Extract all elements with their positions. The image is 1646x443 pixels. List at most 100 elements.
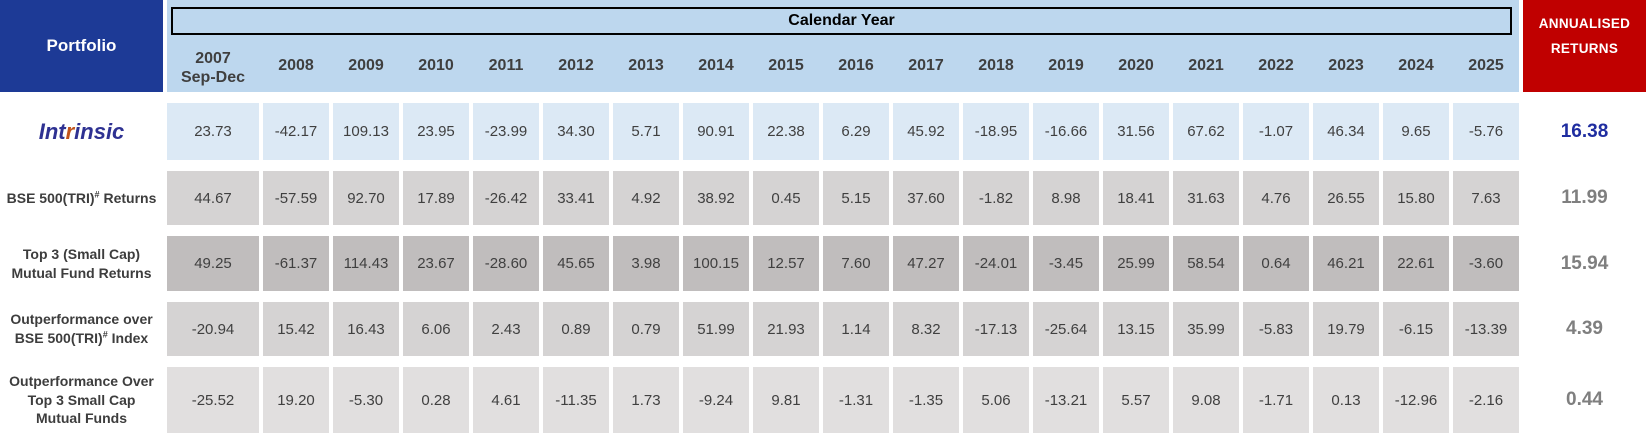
cell-outperformance-bse500-2023: 19.79 (1313, 302, 1379, 356)
cell-intrinsic-2020: 31.56 (1103, 103, 1169, 160)
cell-top3-smallcap-returns-2009: 114.43 (333, 236, 399, 291)
cell-outperformance-bse500-2013: 0.79 (613, 302, 679, 356)
cell-outperformance-top3-2011: 4.61 (473, 367, 539, 433)
cell-outperformance-top3-2008: 19.20 (263, 367, 329, 433)
cell-intrinsic-2013: 5.71 (613, 103, 679, 160)
logo-accent-letter: r (65, 118, 75, 144)
cell-intrinsic-2012: 34.30 (543, 103, 609, 160)
cell-bse500-returns-2022: 4.76 (1243, 171, 1309, 225)
cell-top3-smallcap-returns-2013: 3.98 (613, 236, 679, 291)
cell-intrinsic-2010: 23.95 (403, 103, 469, 160)
cell-intrinsic-2011: -23.99 (473, 103, 539, 160)
cell-bse500-returns-2008: -57.59 (263, 171, 329, 225)
cell-intrinsic-2021: 67.62 (1173, 103, 1239, 160)
cell-intrinsic-2014: 90.91 (683, 103, 749, 160)
cell-outperformance-bse500-2019: -25.64 (1033, 302, 1099, 356)
row-label-bse500-returns: BSE 500(TRI)# Returns (6, 188, 157, 206)
cell-intrinsic-2025: -5.76 (1453, 103, 1519, 160)
annualised-value-outperformance-top3: 0.44 (1523, 367, 1646, 433)
cell-outperformance-top3-2014: -9.24 (683, 367, 749, 433)
year-header-2022: 2022 (1258, 56, 1294, 74)
year-header-2015: 2015 (768, 56, 804, 74)
cell-outperformance-top3-2016: -1.31 (823, 367, 889, 433)
annualised-header-line1: ANNUALISED (1538, 16, 1631, 31)
annualised-header-line2: RETURNS (1550, 41, 1619, 56)
cell-outperformance-bse500-2020: 13.15 (1103, 302, 1169, 356)
year-header-2012: 2012 (558, 56, 594, 74)
cell-outperformance-top3-2024: -12.96 (1383, 367, 1449, 433)
cell-top3-smallcap-returns-2024: 22.61 (1383, 236, 1449, 291)
cell-bse500-returns-2007: 44.67 (167, 171, 259, 225)
cell-top3-smallcap-returns-2017: 47.27 (893, 236, 959, 291)
row-label-outperformance-bse500: Outperformance over BSE 500(TRI)# Index (10, 311, 153, 346)
cell-outperformance-bse500-2008: 15.42 (263, 302, 329, 356)
cell-outperformance-top3-2021: 9.08 (1173, 367, 1239, 433)
cell-bse500-returns-2021: 31.63 (1173, 171, 1239, 225)
cell-intrinsic-2009: 109.13 (333, 103, 399, 160)
cell-outperformance-bse500-2016: 1.14 (823, 302, 889, 356)
cell-top3-smallcap-returns-2015: 12.57 (753, 236, 819, 291)
portfolio-header: Portfolio (0, 0, 163, 92)
annualised-value-bse500-returns: 11.99 (1523, 171, 1646, 225)
cell-bse500-returns-2024: 15.80 (1383, 171, 1449, 225)
cell-intrinsic-2023: 46.34 (1313, 103, 1379, 160)
cell-bse500-returns-2013: 4.92 (613, 171, 679, 225)
cell-outperformance-top3-2019: -13.21 (1033, 367, 1099, 433)
cell-outperformance-bse500-2024: -6.15 (1383, 302, 1449, 356)
cell-outperformance-bse500-2025: -13.39 (1453, 302, 1519, 356)
cell-top3-smallcap-returns-2025: -3.60 (1453, 236, 1519, 291)
calendar-year-band: Calendar Year (167, 0, 1519, 92)
cell-outperformance-top3-2017: -1.35 (893, 367, 959, 433)
cell-outperformance-top3-2020: 5.57 (1103, 367, 1169, 433)
cell-top3-smallcap-returns-2008: -61.37 (263, 236, 329, 291)
cell-top3-smallcap-returns-2014: 100.15 (683, 236, 749, 291)
cell-bse500-returns-2017: 37.60 (893, 171, 959, 225)
cell-top3-smallcap-returns-2023: 46.21 (1313, 236, 1379, 291)
row-label-intrinsic: Int r insic (0, 103, 163, 160)
annualised-value-outperformance-bse500: 4.39 (1523, 302, 1646, 356)
cell-top3-smallcap-returns-2011: -28.60 (473, 236, 539, 291)
cell-top3-smallcap-returns-2012: 45.65 (543, 236, 609, 291)
year-header-2018: 2018 (978, 56, 1014, 74)
year-header-2017: 2017 (908, 56, 944, 74)
cell-outperformance-bse500-2012: 0.89 (543, 302, 609, 356)
cell-bse500-returns-2010: 17.89 (403, 171, 469, 225)
cell-outperformance-bse500-2017: 8.32 (893, 302, 959, 356)
year-header-2009: 2009 (348, 56, 384, 74)
year-header-2010: 2010 (418, 56, 454, 74)
annualised-value-intrinsic: 16.38 (1523, 103, 1646, 160)
cell-intrinsic-2022: -1.07 (1243, 103, 1309, 160)
cell-intrinsic-2019: -16.66 (1033, 103, 1099, 160)
cell-bse500-returns-2014: 38.92 (683, 171, 749, 225)
annualised-value-top3-smallcap-returns: 15.94 (1523, 236, 1646, 291)
cell-outperformance-top3-2022: -1.71 (1243, 367, 1309, 433)
cell-top3-smallcap-returns-2019: -3.45 (1033, 236, 1099, 291)
year-header-2013: 2013 (628, 56, 664, 74)
cell-bse500-returns-2009: 92.70 (333, 171, 399, 225)
cell-top3-smallcap-returns-2016: 7.60 (823, 236, 889, 291)
cell-outperformance-bse500-2014: 51.99 (683, 302, 749, 356)
year-header-2020: 2020 (1118, 56, 1154, 74)
cell-bse500-returns-2015: 0.45 (753, 171, 819, 225)
cell-top3-smallcap-returns-2010: 23.67 (403, 236, 469, 291)
cell-outperformance-bse500-2018: -17.13 (963, 302, 1029, 356)
cell-outperformance-top3-2023: 0.13 (1313, 367, 1379, 433)
cell-outperformance-bse500-2022: -5.83 (1243, 302, 1309, 356)
cell-bse500-returns-2019: 8.98 (1033, 171, 1099, 225)
cell-outperformance-bse500-2015: 21.93 (753, 302, 819, 356)
cell-outperformance-top3-2018: 5.06 (963, 367, 1029, 433)
cell-intrinsic-2008: -42.17 (263, 103, 329, 160)
year-header-2016: 2016 (838, 56, 874, 74)
year-header-2019: 2019 (1048, 56, 1084, 74)
cell-intrinsic-2016: 6.29 (823, 103, 889, 160)
cell-bse500-returns-2025: 7.63 (1453, 171, 1519, 225)
calendar-year-title: Calendar Year (171, 7, 1512, 35)
cell-bse500-returns-2020: 18.41 (1103, 171, 1169, 225)
cell-outperformance-top3-2007: -25.52 (167, 367, 259, 433)
cell-top3-smallcap-returns-2020: 25.99 (1103, 236, 1169, 291)
year-header-2024: 2024 (1398, 56, 1434, 74)
cell-intrinsic-2007: 23.73 (167, 103, 259, 160)
cell-outperformance-top3-2009: -5.30 (333, 367, 399, 433)
cell-outperformance-top3-2015: 9.81 (753, 367, 819, 433)
year-header-2007: 2007 Sep-Dec (180, 49, 246, 86)
